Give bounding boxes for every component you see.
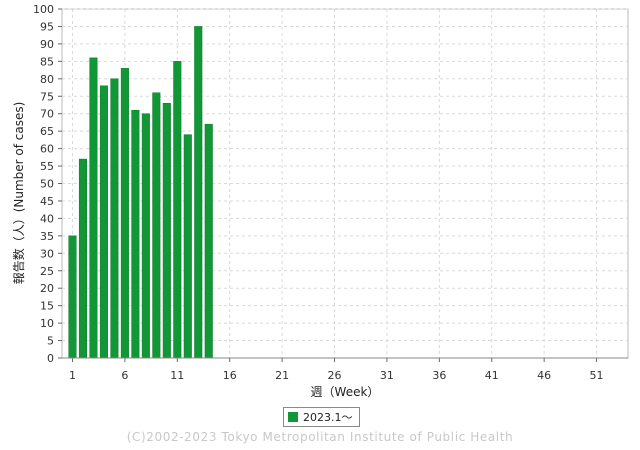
x-tick-label: 51 [590,369,604,382]
bar [162,102,171,359]
y-tick-label: 0 [47,352,54,365]
x-tick-label: 31 [380,369,394,382]
y-tick-label: 30 [40,247,54,260]
bar [141,113,150,359]
y-tick-label: 45 [40,195,54,208]
x-tick-label: 36 [432,369,446,382]
bar [131,109,140,359]
y-tick-label: 55 [40,160,54,173]
bar [110,78,119,359]
bar [173,61,182,359]
y-tick-label: 50 [40,178,54,191]
y-tick-label: 35 [40,230,54,243]
y-tick-label: 100 [33,3,54,16]
y-tick-label: 5 [47,335,54,348]
y-axis-title: 報告数（人）(Number of cases) [11,102,26,285]
x-tick-label: 21 [275,369,289,382]
y-tick-label: 80 [40,73,54,86]
y-tick-label: 25 [40,265,54,278]
y-tick-label: 20 [40,282,54,295]
x-tick-label: 41 [485,369,499,382]
y-tick-label: 95 [40,20,54,33]
legend-label: 2023.1～ [303,411,353,424]
copyright-footer: (C)2002-2023 Tokyo Metropolitan Institut… [126,430,514,444]
y-tick-label: 10 [40,317,54,330]
bar [204,123,213,359]
bar [68,235,77,359]
x-tick-label: 11 [170,369,184,382]
x-tick-label: 46 [537,369,551,382]
bar [78,158,87,359]
y-tick-label: 15 [40,300,54,313]
bar [120,68,129,359]
bar [194,26,203,359]
x-tick-label: 6 [121,369,128,382]
x-tick-label: 26 [328,369,342,382]
legend: 2023.1～ [283,407,360,427]
y-tick-label: 60 [40,143,54,156]
bar [152,92,161,359]
y-tick-label: 85 [40,55,54,68]
y-tick-label: 70 [40,108,54,121]
y-tick-label: 40 [40,212,54,225]
y-tick-label: 90 [40,38,54,51]
y-tick-label: 65 [40,125,54,138]
x-tick-label: 16 [223,369,237,382]
bar [89,57,98,359]
x-axis-title: 週（Week） [311,385,380,399]
x-tick-label: 1 [69,369,76,382]
y-tick-label: 75 [40,90,54,103]
legend-swatch [288,412,298,422]
bar [183,134,192,359]
bar [99,85,108,359]
